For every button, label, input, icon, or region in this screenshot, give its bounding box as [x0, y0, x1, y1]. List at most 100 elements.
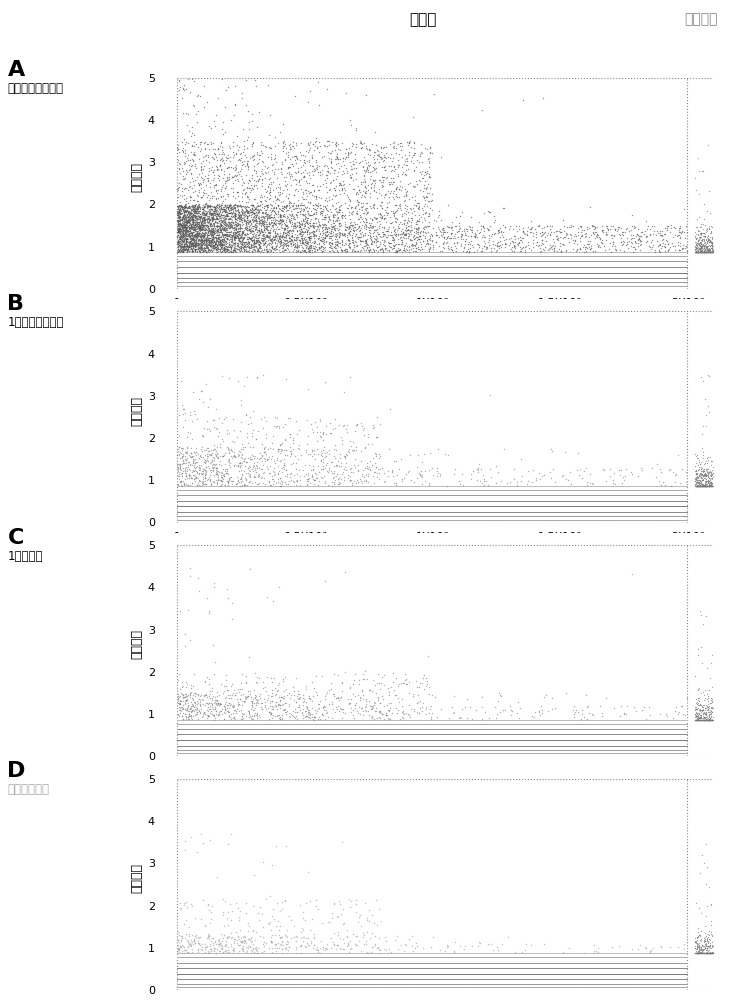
Point: [266, 209, 278, 225]
Point: [221, 242, 233, 258]
Point: [174, 216, 186, 232]
Point: [552, 232, 564, 248]
Point: [269, 464, 280, 480]
Point: [589, 224, 601, 240]
Point: [697, 244, 709, 260]
Point: [691, 712, 703, 728]
Point: [697, 942, 709, 958]
Point: [172, 141, 184, 157]
Point: [188, 222, 200, 238]
Point: [424, 236, 436, 252]
Point: [188, 192, 200, 208]
Point: [393, 231, 405, 247]
Point: [315, 461, 327, 477]
Point: [699, 712, 711, 728]
Point: [702, 367, 714, 383]
Point: [242, 229, 254, 245]
Point: [349, 146, 361, 162]
Point: [340, 455, 352, 471]
Point: [220, 238, 232, 254]
Point: [699, 244, 711, 260]
Point: [313, 239, 325, 255]
Point: [341, 219, 353, 235]
Point: [233, 139, 245, 155]
Point: [361, 160, 373, 176]
Point: [690, 466, 702, 482]
Point: [254, 189, 266, 205]
Point: [183, 211, 195, 227]
Point: [257, 224, 269, 240]
Point: [707, 700, 719, 716]
Point: [206, 229, 218, 245]
Point: [692, 945, 704, 961]
Point: [699, 241, 711, 257]
Point: [241, 155, 253, 171]
Point: [337, 243, 349, 259]
Point: [699, 712, 711, 728]
Point: [176, 230, 188, 246]
Point: [625, 222, 637, 238]
Point: [181, 212, 193, 228]
Point: [544, 226, 556, 242]
Point: [273, 231, 285, 247]
Point: [221, 199, 233, 215]
Point: [188, 697, 200, 713]
Point: [705, 690, 717, 706]
Point: [200, 168, 212, 184]
Point: [174, 233, 186, 249]
Point: [358, 473, 370, 489]
Point: [331, 236, 343, 252]
Point: [472, 462, 484, 478]
Point: [190, 223, 202, 239]
Point: [207, 460, 219, 476]
Point: [381, 169, 393, 185]
Point: [337, 153, 349, 169]
Point: [248, 172, 260, 188]
Point: [703, 477, 715, 493]
Point: [245, 451, 257, 467]
Point: [211, 185, 223, 201]
Point: [199, 196, 211, 212]
Point: [691, 466, 703, 482]
Point: [183, 209, 194, 225]
Point: [216, 706, 228, 722]
Point: [197, 228, 209, 244]
Point: [479, 241, 491, 257]
Point: [706, 244, 718, 260]
Point: [180, 217, 192, 233]
Point: [239, 226, 251, 242]
Point: [183, 217, 195, 233]
Point: [209, 214, 221, 230]
Point: [702, 693, 714, 709]
Point: [197, 222, 209, 238]
Point: [224, 219, 236, 235]
Point: [292, 198, 304, 214]
Point: [702, 478, 714, 494]
Point: [179, 170, 191, 186]
Point: [195, 233, 207, 249]
Point: [375, 210, 387, 226]
Point: [204, 224, 216, 240]
Point: [302, 706, 314, 722]
Point: [327, 227, 339, 243]
Point: [202, 231, 214, 247]
Point: [263, 185, 275, 201]
Point: [705, 478, 717, 494]
Point: [304, 710, 316, 726]
Point: [295, 221, 307, 237]
Point: [429, 689, 441, 705]
Point: [326, 910, 338, 926]
Point: [613, 938, 625, 954]
Point: [172, 460, 184, 476]
Point: [356, 187, 368, 203]
Point: [310, 215, 322, 231]
Point: [314, 167, 326, 183]
Point: [691, 240, 703, 256]
Point: [705, 655, 717, 671]
Point: [236, 940, 248, 956]
Point: [257, 232, 269, 248]
Point: [703, 478, 715, 494]
Point: [385, 227, 397, 243]
Point: [245, 197, 257, 213]
Point: [227, 208, 239, 224]
